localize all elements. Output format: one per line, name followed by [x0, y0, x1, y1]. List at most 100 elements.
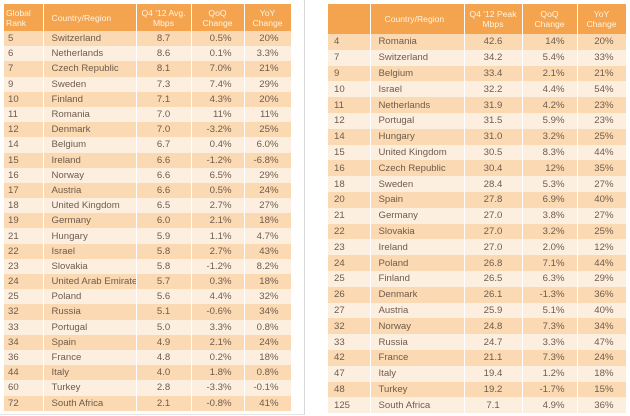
rank-cell: 9 — [4, 76, 44, 92]
qoq-cell: 5.4% — [522, 49, 578, 66]
yoy-cell: 0.8% — [244, 319, 292, 335]
rank-cell: 11 — [4, 106, 44, 123]
qoq-cell: 6.3% — [522, 270, 578, 287]
country-cell: Romania — [43, 106, 137, 123]
table-row: 12 Portugal 31.5 5.9% 23% — [328, 112, 627, 129]
yoy-cell: 35% — [577, 160, 627, 177]
yoy-cell: 54% — [577, 81, 627, 98]
country-cell: Netherlands — [43, 46, 137, 62]
country-cell: Poland — [43, 289, 137, 305]
mbps-cell: 7.1 — [136, 91, 192, 107]
country-cell: Russia — [370, 334, 465, 350]
qoq-cell: 0.1% — [191, 46, 245, 62]
country-cell: Denmark — [370, 286, 465, 303]
header-country: Country/Region — [370, 4, 465, 34]
qoq-cell: 14% — [522, 34, 578, 50]
mbps-cell: 6.5 — [136, 198, 192, 214]
mbps-cell: 27.0 — [464, 223, 523, 240]
table-row: 12 Denmark 7.0 -3.2% 25% — [4, 122, 292, 138]
qoq-cell: -1.7% — [522, 381, 578, 398]
yoy-cell: 32% — [244, 289, 292, 305]
country-cell: Slovakia — [43, 258, 137, 274]
mbps-cell: 6.6 — [136, 167, 192, 183]
yoy-cell: 6.0% — [244, 137, 292, 153]
table-row: 11 Romania 7.0 11% 11% — [4, 106, 292, 123]
table-row: 9 Belgium 33.4 2.1% 21% — [328, 65, 627, 82]
header-qoq: QoQ Change — [522, 4, 578, 34]
country-cell: Czech Republic — [43, 61, 137, 77]
table-row: 14 Belgium 6.7 0.4% 6.0% — [4, 137, 292, 153]
yoy-cell: 34% — [244, 304, 292, 320]
mbps-cell: 5.0 — [136, 319, 192, 335]
yoy-cell: 24% — [577, 349, 627, 366]
qoq-cell: 6.9% — [522, 191, 578, 208]
mbps-cell: 21.1 — [464, 349, 523, 366]
mbps-cell: 24.8 — [464, 318, 523, 335]
mbps-cell: 27.0 — [464, 207, 523, 224]
qoq-cell: 5.3% — [522, 176, 578, 192]
country-cell: Austria — [43, 182, 137, 199]
country-cell: Ireland — [370, 239, 465, 256]
mbps-cell: 26.8 — [464, 255, 523, 271]
country-cell: Russia — [43, 304, 137, 320]
qoq-cell: 5.1% — [522, 302, 578, 319]
mbps-cell: 31.0 — [464, 128, 523, 145]
rank-cell: 22 — [328, 223, 371, 240]
rank-cell: 21 — [328, 207, 371, 224]
left-panel-frame — [0, 0, 305, 415]
mbps-cell: 8.7 — [136, 31, 192, 47]
qoq-cell: 7.4% — [191, 76, 245, 92]
mbps-cell: 32.2 — [464, 81, 523, 98]
table-row: 14 Hungary 31.0 3.2% 25% — [328, 128, 627, 145]
country-cell: Sweden — [370, 176, 465, 192]
qoq-cell: 2.1% — [522, 65, 578, 82]
rank-cell: 18 — [328, 176, 371, 192]
country-cell: Israel — [43, 243, 137, 259]
qoq-cell: 2.7% — [191, 198, 245, 214]
mbps-cell: 4.8 — [136, 349, 192, 366]
table-row: 25 Finland 26.5 6.3% 29% — [328, 270, 627, 287]
qoq-cell: 2.0% — [522, 239, 578, 256]
yoy-cell: -6.8% — [244, 152, 292, 168]
country-cell: Germany — [370, 207, 465, 224]
mbps-cell: 8.1 — [136, 61, 192, 77]
table-header: Country/Region Q4 '12 Peak Mbps QoQ Change… — [328, 4, 627, 34]
rank-cell: 23 — [328, 239, 371, 256]
yoy-cell: 36% — [577, 286, 627, 303]
mbps-cell: 26.1 — [464, 286, 523, 303]
table-row: 17 Austria 6.6 0.5% 24% — [4, 182, 292, 199]
rank-cell: 15 — [4, 152, 44, 168]
rank-cell: 16 — [4, 167, 44, 183]
mbps-cell: 8.6 — [136, 46, 192, 62]
country-cell: Spain — [370, 191, 465, 208]
rank-cell: 10 — [328, 81, 371, 98]
mbps-cell: 6.7 — [136, 137, 192, 153]
country-cell: Italy — [43, 365, 137, 381]
table-row: 15 United Kingdom 30.5 8.3% 44% — [328, 144, 627, 161]
rank-cell: 17 — [4, 182, 44, 199]
rank-cell: 72 — [4, 395, 44, 411]
qoq-cell: 2.1% — [191, 334, 245, 350]
table-row: 36 France 4.8 0.2% 18% — [4, 349, 292, 366]
country-cell: France — [43, 349, 137, 366]
mbps-cell: 6.6 — [136, 182, 192, 199]
rank-cell: 15 — [328, 144, 371, 161]
rank-cell: 21 — [4, 228, 44, 244]
yoy-cell: 27% — [244, 198, 292, 214]
mbps-cell: 31.9 — [464, 97, 523, 113]
yoy-cell: 20% — [244, 91, 292, 107]
qoq-cell: 0.5% — [191, 31, 245, 47]
qoq-cell: 4.3% — [191, 91, 245, 107]
qoq-cell: 1.1% — [191, 228, 245, 244]
mbps-cell: 27.0 — [464, 239, 523, 256]
qoq-cell: -0.8% — [191, 395, 245, 411]
country-cell: Germany — [43, 213, 137, 229]
qoq-cell: 4.4% — [191, 289, 245, 305]
qoq-cell: 6.5% — [191, 167, 245, 183]
qoq-cell: -1.2% — [191, 258, 245, 274]
country-cell: Sweden — [43, 76, 137, 92]
rank-cell: 4 — [328, 34, 371, 50]
rank-cell: 48 — [328, 381, 371, 398]
yoy-cell: 20% — [244, 31, 292, 47]
qoq-cell: 3.8% — [522, 207, 578, 224]
